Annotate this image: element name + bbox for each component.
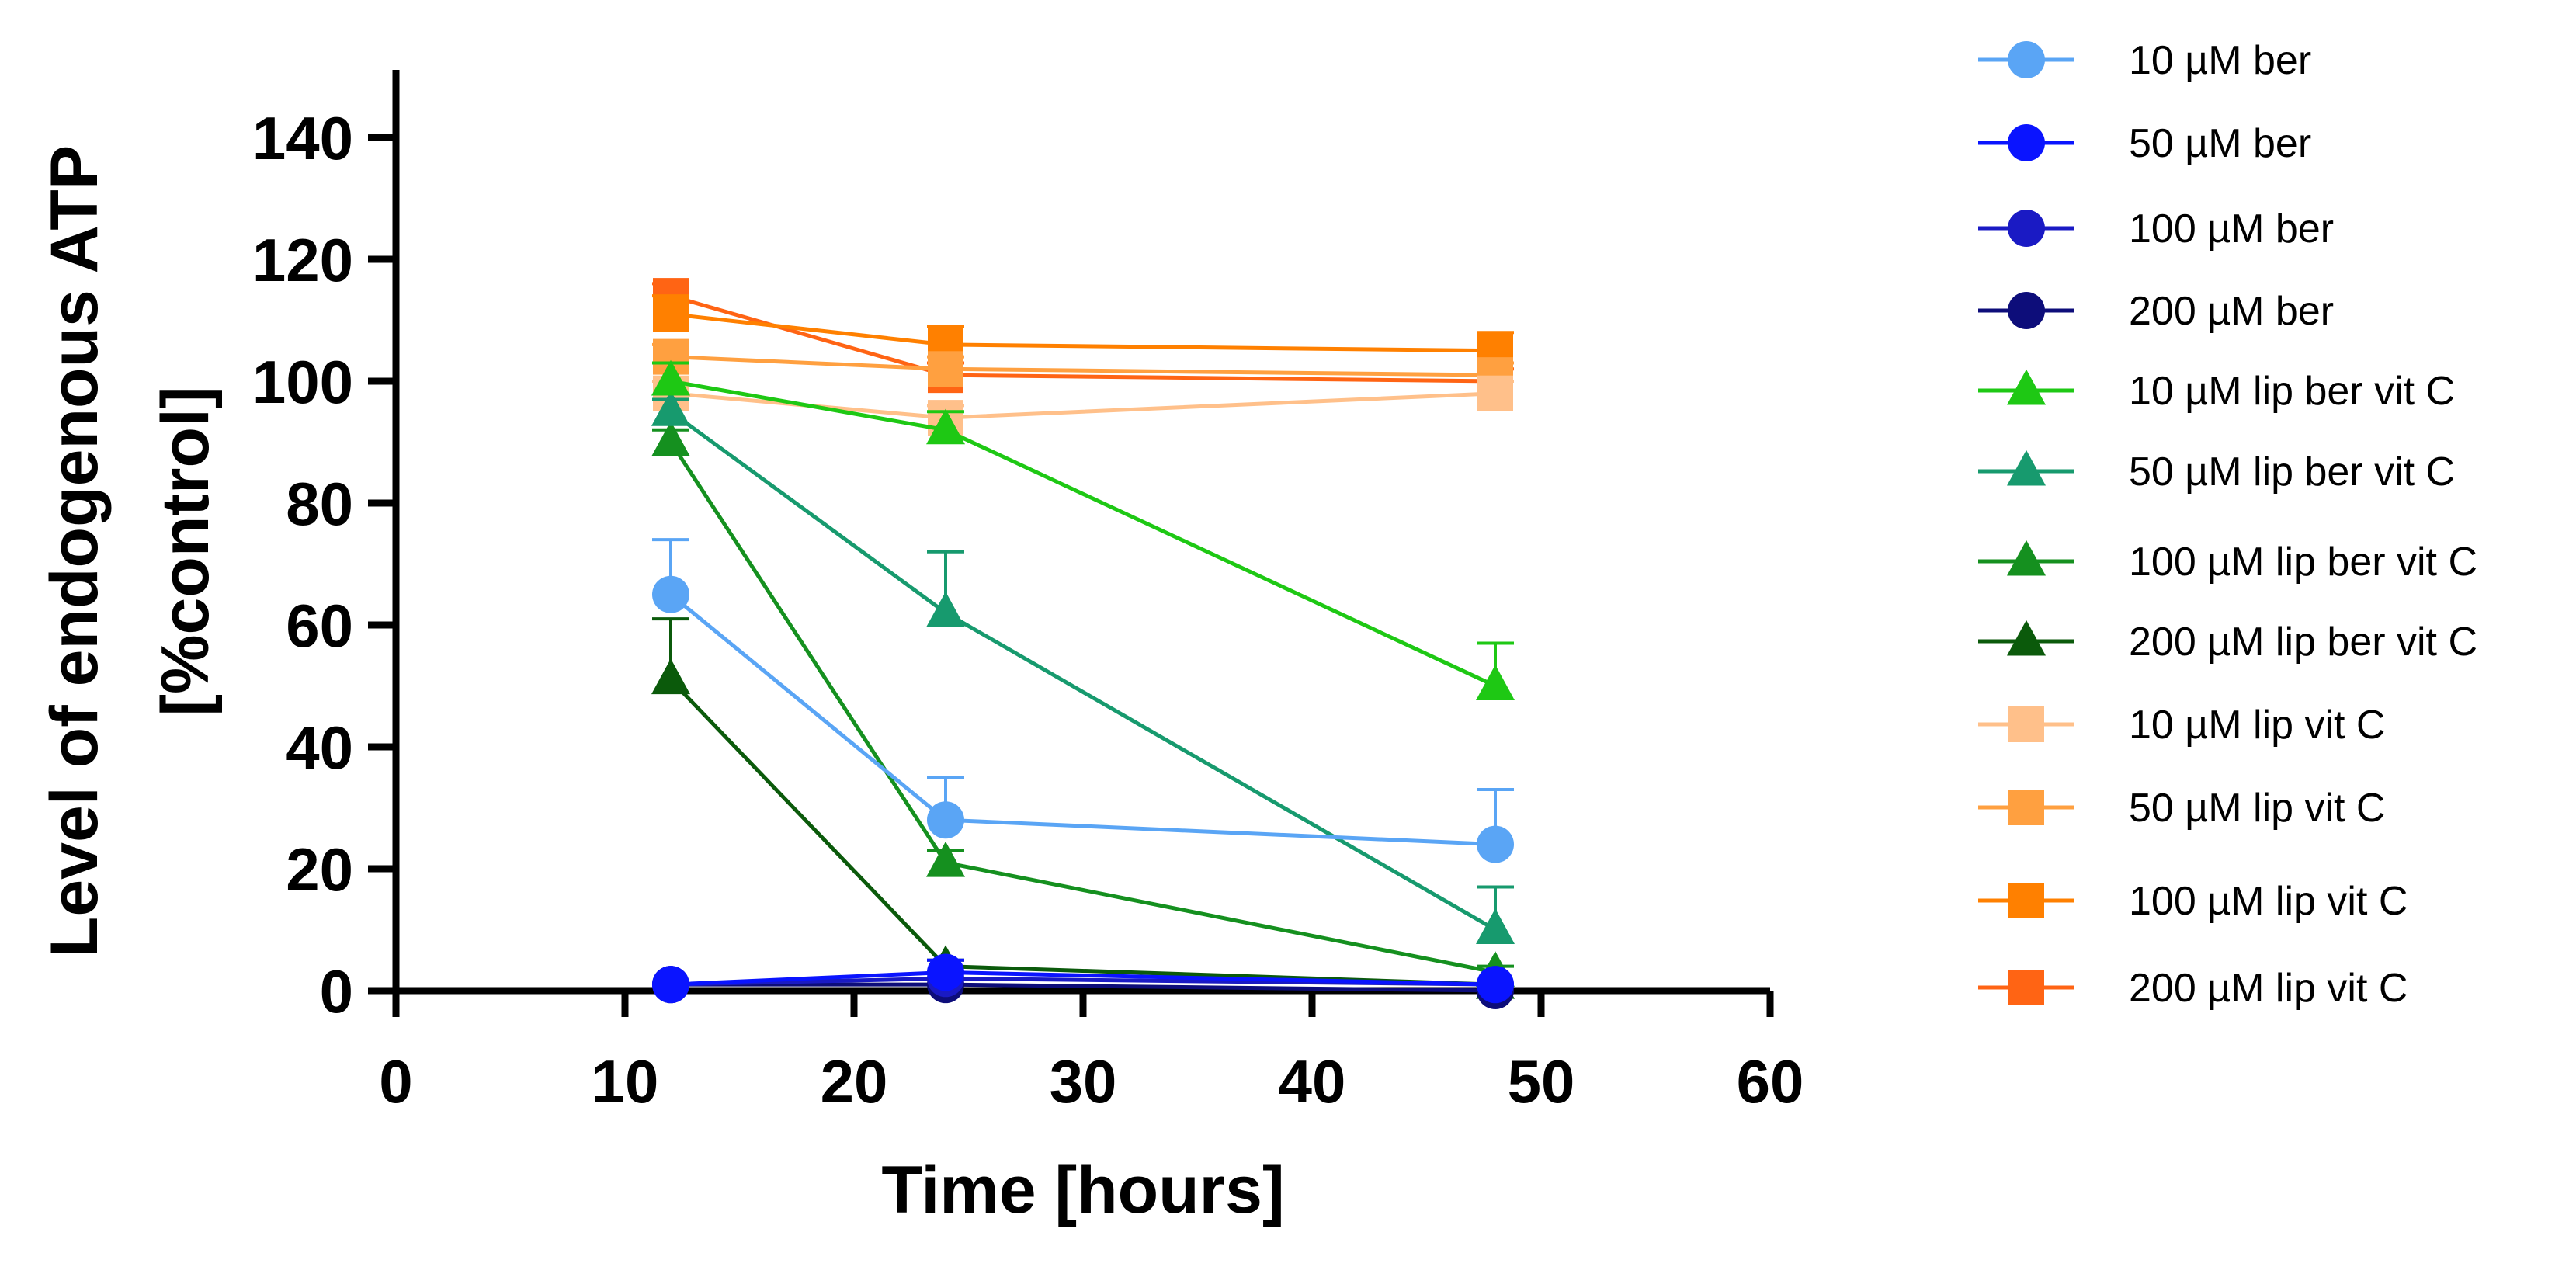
legend-label: 50 µM ber — [2129, 121, 2311, 166]
series-line — [670, 293, 1496, 384]
legend-item: 10 µM lip ber vit C — [1978, 369, 2455, 414]
y-tick-label: 40 — [286, 713, 353, 782]
legend-label: 100 µM ber — [2129, 207, 2334, 252]
data-point — [1477, 375, 1513, 411]
legend-item: 50 µM ber — [1978, 121, 2311, 166]
y-tick-label: 60 — [286, 592, 353, 660]
series-2 — [652, 953, 1514, 1004]
legend-item: 50 µM lip vit C — [1978, 786, 2385, 831]
legend-marker — [2008, 292, 2045, 329]
data-point — [926, 408, 965, 445]
series-line — [668, 441, 1496, 974]
data-point — [653, 296, 689, 332]
y-tick-label: 120 — [252, 226, 353, 294]
series-line — [670, 379, 1497, 688]
legend-marker — [2008, 970, 2044, 1005]
legend-marker — [2008, 41, 2045, 78]
y-tick-label: 140 — [252, 104, 353, 172]
x-tick-label: 0 — [379, 1047, 412, 1116]
axes: 0 10 20 30 40 50 60 0 20 40 60 80 100 120 140 — [252, 70, 1804, 1116]
legend-item: 100 µM ber — [1978, 207, 2334, 252]
legend-label: 10 µM lip vit C — [2129, 703, 2385, 748]
legend-item: 10 µM lip vit C — [1978, 703, 2385, 748]
series-line — [670, 391, 1496, 420]
x-tick-label: 30 — [1050, 1047, 1117, 1116]
x-tick-label: 60 — [1737, 1047, 1804, 1116]
y-ticks: 0 20 40 60 80 100 120 140 — [252, 104, 396, 1026]
series-9 — [652, 375, 1514, 436]
data-point — [928, 351, 963, 387]
data-point — [651, 658, 690, 695]
data-point — [651, 390, 690, 426]
series-6 — [651, 390, 1515, 944]
legend-label: 10 µM lip ber vit C — [2129, 369, 2455, 414]
x-tick-label: 20 — [821, 1047, 888, 1116]
y-tick-label: 0 — [320, 957, 353, 1026]
series-line — [670, 355, 1496, 377]
series-5 — [651, 359, 1515, 700]
legend: 10 µM ber 50 µM ber 100 µM ber 200 µM ber 10… — [1978, 38, 2477, 1011]
legend-marker — [2008, 883, 2044, 918]
series-7 — [651, 421, 1515, 987]
y-axis-title-line-2: [%control] — [148, 386, 223, 716]
legend-item: 200 µM ber — [1978, 289, 2334, 334]
series-11 — [652, 294, 1514, 369]
y-tick-label: 20 — [286, 835, 353, 904]
legend-item: 100 µM lip vit C — [1978, 879, 2408, 924]
legend-marker — [2007, 540, 2046, 576]
y-axis-title: Level of endogenous ATP [%control] — [37, 145, 223, 957]
data-point — [1477, 825, 1514, 863]
legend-item: 50 µM lip ber vit C — [1978, 450, 2455, 495]
legend-marker — [2007, 450, 2046, 486]
legend-item: 100 µM lip ber vit C — [1978, 540, 2477, 585]
data-point — [652, 966, 689, 1004]
legend-marker — [2007, 620, 2046, 656]
data-point — [926, 592, 965, 627]
legend-label: 200 µM lip ber vit C — [2129, 620, 2477, 665]
y-tick-label: 100 — [252, 348, 353, 416]
legend-item: 200 µM lip vit C — [1978, 966, 2408, 1011]
data-point — [1476, 908, 1515, 944]
data-point — [651, 359, 690, 396]
series-1 — [652, 538, 1514, 863]
y-axis-title-line-1: Level of endogenous ATP — [37, 145, 112, 957]
data-point — [927, 801, 964, 839]
legend-label: 200 µM ber — [2129, 289, 2334, 334]
legend-label: 10 µM ber — [2129, 38, 2311, 83]
x-tick-label: 40 — [1279, 1047, 1346, 1116]
data-point — [927, 953, 964, 991]
x-axis-title: Time [hours] — [881, 1153, 1284, 1227]
x-tick-label: 50 — [1508, 1047, 1575, 1116]
data-point — [1476, 665, 1515, 700]
legend-marker — [2008, 210, 2045, 247]
legend-label: 100 µM lip ber vit C — [2129, 540, 2477, 585]
legend-label: 200 µM lip vit C — [2129, 966, 2408, 1011]
legend-label: 50 µM lip vit C — [2129, 786, 2385, 831]
data-point — [926, 841, 965, 877]
x-tick-label: 10 — [592, 1047, 659, 1116]
legend-label: 50 µM lip ber vit C — [2129, 450, 2455, 495]
legend-marker — [2008, 790, 2044, 825]
legend-marker — [2007, 369, 2046, 405]
data-point — [1477, 966, 1514, 1004]
legend-item: 10 µM ber — [1978, 38, 2311, 83]
legend-marker — [2008, 124, 2045, 161]
series-12 — [652, 278, 1514, 399]
legend-item: 200 µM lip ber vit C — [1978, 620, 2477, 665]
series-layer — [651, 278, 1515, 1009]
x-ticks: 0 10 20 30 40 50 60 — [379, 991, 1804, 1116]
series-line — [669, 410, 1497, 932]
series-line — [669, 678, 1496, 987]
legend-label: 100 µM lip vit C — [2129, 879, 2408, 924]
y-tick-label: 80 — [286, 470, 353, 538]
legend-marker — [2008, 706, 2044, 742]
series-8 — [651, 617, 1515, 999]
data-point — [651, 421, 690, 456]
data-point — [652, 575, 689, 613]
